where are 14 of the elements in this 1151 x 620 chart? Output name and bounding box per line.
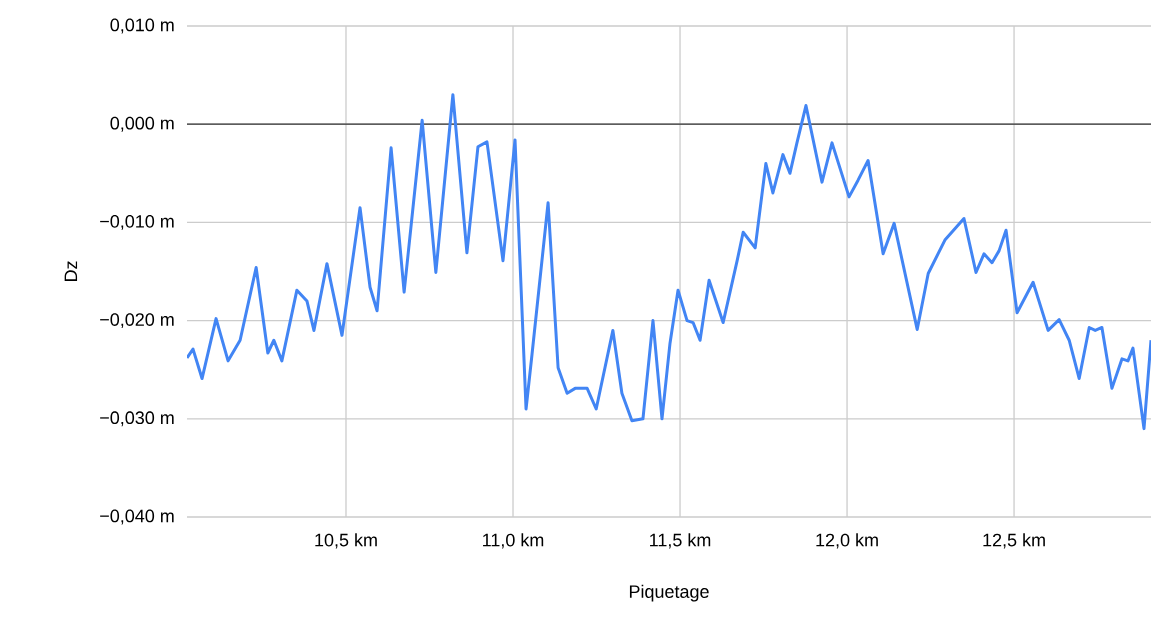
line-series bbox=[187, 93, 1151, 431]
y-tick-label: −0,020 m bbox=[100, 313, 174, 329]
x-tick-label: 12,0 km bbox=[816, 533, 878, 549]
y-tick-label: −0,040 m bbox=[100, 509, 174, 525]
x-tick-label: 11,5 km bbox=[650, 533, 711, 549]
y-tick-label: 0,010 m bbox=[110, 18, 174, 34]
y-tick-label: −0,030 m bbox=[100, 411, 174, 427]
y-tick-label: −0,010 m bbox=[100, 214, 174, 230]
x-tick-label: 10,5 km bbox=[315, 533, 377, 549]
y-tick-label: 0,000 m bbox=[110, 116, 174, 132]
x-tick-label: 12,5 km bbox=[983, 533, 1045, 549]
x-axis-title: Piquetage bbox=[629, 584, 709, 602]
y-axis-title: Dz bbox=[64, 261, 78, 282]
x-tick-label: 11,0 km bbox=[483, 533, 544, 549]
